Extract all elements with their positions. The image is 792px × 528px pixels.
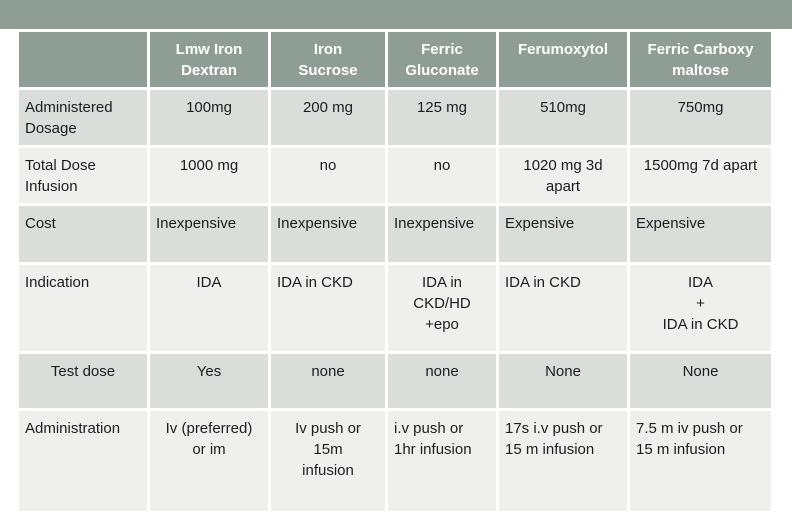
- row-label: Administered Dosage: [19, 90, 147, 145]
- table-cell: 510mg: [499, 90, 627, 145]
- table-cell: Expensive: [630, 206, 771, 262]
- header-cell: Ferric Carboxy maltose: [630, 32, 771, 87]
- table-cell: Yes: [150, 354, 268, 408]
- table-cell: IDA in CKD: [499, 265, 627, 351]
- table-cell: IDA + IDA in CKD: [630, 265, 771, 351]
- table-cell: 17s i.v push or 15 m infusion: [499, 411, 627, 511]
- table-cell: Iv push or 15m infusion: [271, 411, 385, 511]
- table-cell: no: [388, 148, 496, 203]
- header-cell: Lmw Iron Dextran: [150, 32, 268, 87]
- table-row: Total Dose Infusion 1000 mg no no 1020 mg 3d…: [19, 148, 771, 203]
- table-row: Cost Inexpensive Inexpensive Inexpensive Exp…: [19, 206, 771, 262]
- table-cell: IDA in CKD: [271, 265, 385, 351]
- header-cell: Ferric Gluconate: [388, 32, 496, 87]
- table-cell: IDA in CKD/HD +epo: [388, 265, 496, 351]
- table-cell: none: [388, 354, 496, 408]
- table-row: Indication IDA IDA in CKD IDA in CKD/HD +ep…: [19, 265, 771, 351]
- slide-top-bar: [0, 0, 792, 29]
- table-cell: Inexpensive: [150, 206, 268, 262]
- table-cell: Inexpensive: [388, 206, 496, 262]
- table-row: Test dose Yes none none None None: [19, 354, 771, 408]
- table-cell: none: [271, 354, 385, 408]
- row-label: Test dose: [19, 354, 147, 408]
- header-cell: Ferumoxytol: [499, 32, 627, 87]
- table-cell: None: [499, 354, 627, 408]
- table-cell: Expensive: [499, 206, 627, 262]
- row-label: Administration: [19, 411, 147, 511]
- table-cell: IDA: [150, 265, 268, 351]
- table-cell: 1500mg 7d apart: [630, 148, 771, 203]
- header-row: Lmw Iron Dextran Iron Sucrose Ferric Gluco…: [19, 32, 771, 87]
- table-cell: 1000 mg: [150, 148, 268, 203]
- table-cell: Inexpensive: [271, 206, 385, 262]
- table-cell: 7.5 m iv push or 15 m infusion: [630, 411, 771, 511]
- table-cell: Iv (preferred) or im: [150, 411, 268, 511]
- row-label: Total Dose Infusion: [19, 148, 147, 203]
- table-cell: 100mg: [150, 90, 268, 145]
- table-cell: 750mg: [630, 90, 771, 145]
- table-cell: no: [271, 148, 385, 203]
- table-row: Administered Dosage 100mg 200 mg 125 mg 510m…: [19, 90, 771, 145]
- table-cell: i.v push or 1hr infusion: [388, 411, 496, 511]
- table-body: Administered Dosage 100mg 200 mg 125 mg 510m…: [19, 90, 771, 511]
- table-cell: 200 mg: [271, 90, 385, 145]
- header-cell-empty: [19, 32, 147, 87]
- iron-formulations-comparison-table-wrap: Lmw Iron Dextran Iron Sucrose Ferric Gluco…: [16, 29, 774, 514]
- iron-formulations-comparison-table: Lmw Iron Dextran Iron Sucrose Ferric Gluco…: [16, 29, 774, 514]
- row-label: Indication: [19, 265, 147, 351]
- table-cell: None: [630, 354, 771, 408]
- row-label: Cost: [19, 206, 147, 262]
- table-row: Administration Iv (preferred) or im Iv pus…: [19, 411, 771, 511]
- table-header: Lmw Iron Dextran Iron Sucrose Ferric Gluco…: [19, 32, 771, 87]
- table-cell: 1020 mg 3d apart: [499, 148, 627, 203]
- table-cell: 125 mg: [388, 90, 496, 145]
- header-cell: Iron Sucrose: [271, 32, 385, 87]
